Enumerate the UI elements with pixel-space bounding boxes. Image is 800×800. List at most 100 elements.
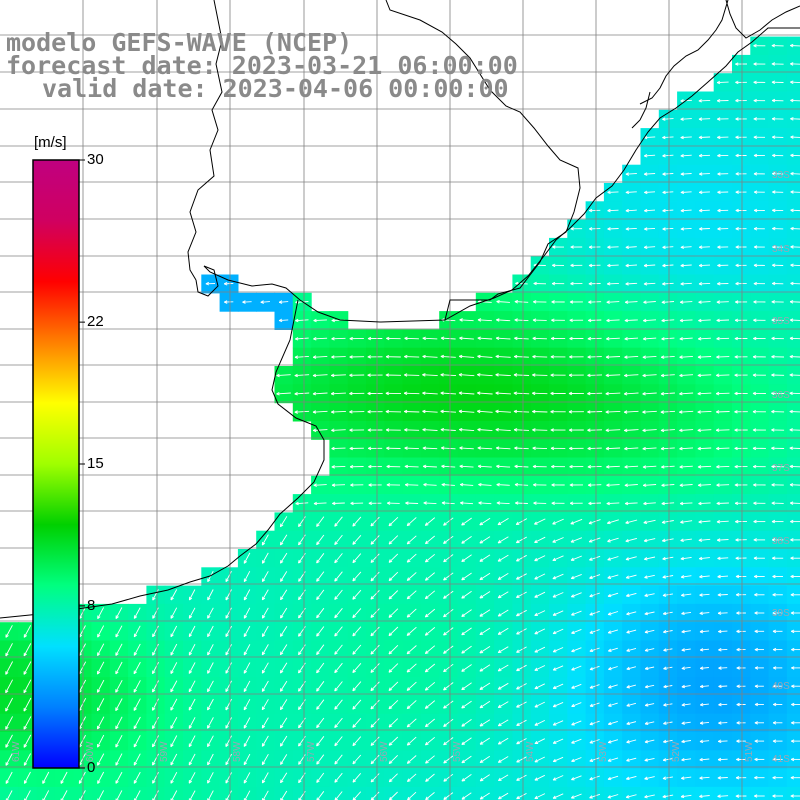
wind-arrow	[771, 318, 784, 322]
wind-arrow	[735, 153, 747, 158]
wind-arrow	[698, 318, 711, 323]
wind-arrow	[587, 410, 603, 414]
wind-arrow	[313, 483, 327, 487]
wind-arrow	[625, 190, 637, 195]
wind-arrow	[386, 483, 401, 487]
wind-arrow	[349, 373, 365, 378]
wind-arrow	[570, 263, 583, 268]
wind-arrow	[570, 281, 583, 286]
wind-arrow	[605, 410, 621, 414]
wind-arrow	[607, 208, 619, 213]
wind-arrow	[642, 355, 657, 359]
wind-arrow	[514, 299, 529, 304]
latitude-label: 41S	[772, 754, 790, 765]
wind-arrow	[644, 208, 656, 213]
wind-arrow	[550, 336, 566, 341]
wind-arrow	[568, 428, 584, 432]
wind-arrow	[679, 318, 693, 323]
wind-arrow	[642, 337, 657, 341]
wind-arrow	[367, 428, 383, 432]
wind-arrow	[716, 80, 729, 85]
wind-arrow	[789, 428, 800, 432]
wind-arrow	[679, 465, 693, 469]
wind-arrow	[771, 501, 784, 505]
wind-arrow	[294, 355, 309, 359]
latitude-label: 39S	[772, 608, 790, 619]
latitude-label: 33S	[772, 170, 790, 181]
wind-arrow	[771, 464, 785, 469]
wind-arrow	[679, 300, 693, 304]
wind-arrow	[495, 354, 511, 359]
wind-arrow	[587, 391, 603, 396]
latitude-label: 36S	[772, 390, 790, 401]
wind-arrow	[605, 355, 621, 359]
wind-arrow	[643, 318, 657, 323]
wind-arrow	[422, 373, 438, 377]
wind-arrow	[532, 409, 548, 414]
wind-arrow	[716, 336, 730, 341]
wind-arrow	[460, 501, 474, 505]
wind-arrow	[717, 117, 729, 121]
wind-arrow	[753, 483, 766, 487]
wind-arrow	[569, 355, 584, 359]
wind-arrow	[717, 153, 729, 158]
wind-arrow	[753, 190, 765, 194]
wind-arrow	[422, 409, 438, 414]
wind-arrow	[643, 282, 656, 286]
wind-arrow	[771, 300, 784, 304]
wind-arrow	[569, 483, 584, 487]
coastline-segment	[631, 91, 651, 129]
wind-arrow	[734, 373, 748, 377]
wind-arrow	[716, 501, 729, 506]
wind-arrow	[495, 391, 511, 395]
wind-speed-cell	[366, 786, 385, 800]
wind-arrow	[334, 534, 343, 546]
wind-arrow	[243, 552, 251, 564]
wind-arrow	[568, 410, 584, 414]
wind-arrow	[716, 446, 730, 451]
wind-arrow	[334, 516, 343, 527]
wind-arrow	[662, 190, 674, 195]
wind-arrow	[771, 43, 784, 48]
wind-arrow	[534, 518, 546, 525]
wind-speed-cell	[402, 786, 422, 800]
wind-arrow	[587, 483, 602, 487]
wind-arrow	[552, 263, 565, 268]
wind-speed-cell	[786, 786, 800, 800]
wind-arrow	[513, 391, 530, 395]
wind-speed-cell	[695, 786, 715, 800]
wind-arrow	[607, 519, 619, 525]
wind-arrow	[497, 518, 509, 526]
wind-arrow	[716, 538, 729, 542]
wind-arrow	[279, 534, 288, 546]
wind-arrow	[697, 446, 712, 451]
wind-arrow	[753, 318, 766, 323]
wind-arrow	[331, 465, 346, 469]
longitude-label: 57W	[306, 741, 317, 762]
wind-arrow	[496, 482, 510, 487]
wind-arrow	[662, 208, 674, 213]
wind-arrow	[588, 245, 601, 249]
wind-arrow	[789, 318, 800, 322]
wind-arrow	[752, 373, 766, 377]
wind-arrow	[771, 446, 785, 451]
wind-arrow	[734, 336, 748, 341]
wind-speed-cell	[146, 786, 166, 800]
wind-arrow	[660, 410, 676, 414]
latitude-label: 38S	[772, 536, 790, 547]
wind-arrow	[330, 410, 346, 414]
wind-arrow	[495, 409, 511, 414]
wind-speed-cell	[109, 786, 129, 800]
wind-arrow	[587, 318, 602, 323]
wind-arrow	[753, 519, 766, 524]
wind-arrow	[734, 483, 748, 487]
wind-speed-cell	[768, 786, 788, 800]
wind-arrow	[514, 464, 529, 469]
wind-arrow	[753, 172, 765, 176]
wind-arrow	[771, 409, 785, 414]
wind-arrow	[662, 227, 674, 231]
wind-arrow	[699, 208, 710, 213]
wind-arrow	[679, 501, 693, 506]
wind-arrow	[735, 263, 747, 268]
wind-arrow	[550, 373, 566, 377]
